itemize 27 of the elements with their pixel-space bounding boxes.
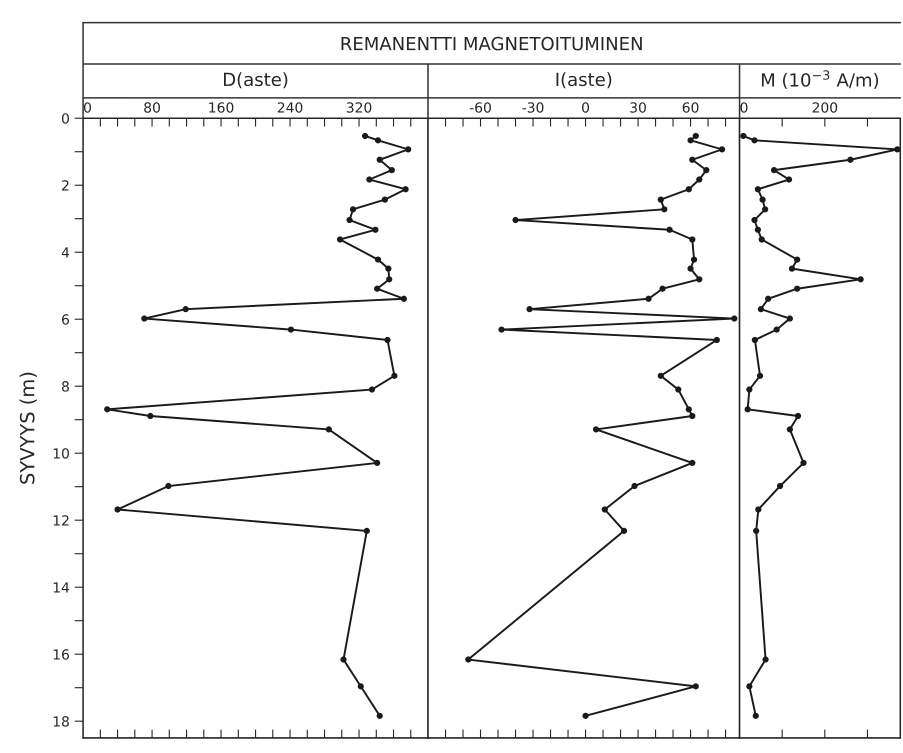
y-tick-label: 10 — [54, 448, 69, 459]
x-tick-label: -30 — [522, 102, 544, 113]
text: REMANENTTI MAGNETOITUMINEN — [342, 36, 642, 50]
x-tick-label: 240 — [278, 102, 302, 113]
y-tick-label: 4 — [62, 247, 70, 258]
y-tick-label: 6 — [62, 314, 70, 325]
x-tick-label: 0 — [84, 102, 91, 113]
x-tick-label: 0 — [740, 102, 748, 113]
x-tick-label: 80 — [144, 102, 160, 113]
y-tick-label: 12 — [54, 515, 68, 526]
x-tick-label: 30 — [630, 102, 646, 113]
x-tick-label: 160 — [209, 102, 234, 113]
y-tick-label: 14 — [54, 582, 70, 592]
x-axis-title: D(aste) — [224, 72, 288, 88]
x-axis-title: I(aste) — [556, 72, 612, 88]
x-tick-label: 320 — [346, 102, 372, 113]
x-tick-label: 200 — [812, 102, 838, 113]
y-tick-label: 2 — [62, 180, 68, 190]
x-tick-label: -60 — [470, 102, 491, 113]
x-axis-title: M (10$^{−3}$ A/m) — [762, 70, 878, 89]
y-axis-title: SYVYYS (m) — [20, 372, 37, 484]
y-tick-label: 0 — [62, 113, 69, 124]
x-tick-label: 60 — [682, 102, 698, 113]
x-tick-label: 0 — [582, 102, 590, 113]
y-tick-label: 16 — [54, 649, 70, 660]
y-tick-label: 18 — [54, 716, 69, 727]
y-tick-label: 8 — [62, 381, 69, 392]
